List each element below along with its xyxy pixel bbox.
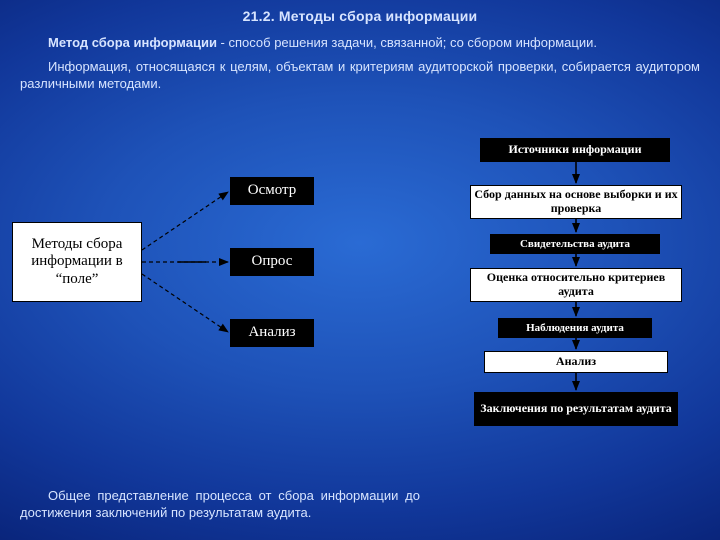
flow-box-4: Наблюдения аудита: [498, 318, 652, 338]
diagram-area: Методы сбора информации в “поле” Осмотр Оп…: [0, 130, 720, 460]
dashed-arrow-0: [142, 192, 228, 250]
page-title: 21.2. Методы сбора информации: [0, 0, 720, 34]
paragraph-1-rest: - способ решения задачи, связанной; со с…: [217, 35, 597, 50]
flow-box-6: Заключения по результатам аудита: [474, 392, 678, 426]
paragraph-1-bold: Метод сбора информации: [48, 35, 217, 50]
method-box-0: Осмотр: [230, 177, 314, 205]
flow-box-0: Источники информации: [480, 138, 670, 162]
paragraph-2: Информация, относящаяся к целям, объекта…: [0, 58, 720, 99]
flow-box-3: Оценка относительно критериев аудита: [470, 268, 682, 302]
paragraph-1: Метод сбора информации - способ решения …: [0, 34, 720, 58]
method-box-1: Опрос: [230, 248, 314, 276]
method-box-2: Анализ: [230, 319, 314, 347]
flow-box-5: Анализ: [484, 351, 668, 373]
footer-paragraph: Общее представление процесса от сбора ин…: [20, 487, 420, 522]
dashed-arrow-2: [142, 274, 228, 332]
flow-box-1: Сбор данных на основе выборки и их прове…: [470, 185, 682, 219]
flow-box-2: Свидетельства аудита: [490, 234, 660, 254]
methods-source-box: Методы сбора информации в “поле”: [12, 222, 142, 302]
